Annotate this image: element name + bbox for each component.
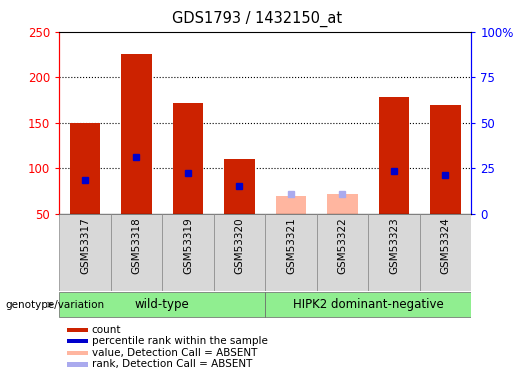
Text: genotype/variation: genotype/variation: [5, 300, 104, 310]
Bar: [420, 214, 471, 291]
Text: wild-type: wild-type: [135, 298, 190, 311]
Text: value, Detection Call = ABSENT: value, Detection Call = ABSENT: [92, 348, 257, 358]
Bar: [327, 194, 358, 214]
Text: percentile rank within the sample: percentile rank within the sample: [92, 336, 267, 346]
Bar: [430, 105, 461, 214]
Text: GSM53318: GSM53318: [131, 217, 142, 274]
Text: GSM53324: GSM53324: [440, 217, 451, 274]
Bar: [173, 103, 203, 214]
Bar: [70, 123, 100, 214]
Bar: [111, 214, 162, 291]
Text: GSM53320: GSM53320: [234, 217, 245, 274]
Bar: [162, 214, 214, 291]
Text: GDS1793 / 1432150_at: GDS1793 / 1432150_at: [173, 11, 342, 27]
Text: GSM53317: GSM53317: [80, 217, 90, 274]
Bar: [67, 328, 88, 332]
Bar: [317, 214, 368, 291]
Bar: [265, 214, 317, 291]
Bar: [379, 98, 409, 214]
Bar: [214, 214, 265, 291]
Text: HIPK2 dominant-negative: HIPK2 dominant-negative: [293, 298, 443, 311]
Text: count: count: [92, 325, 121, 335]
Bar: [121, 54, 152, 214]
Bar: [224, 159, 255, 214]
Bar: [67, 351, 88, 355]
Bar: [67, 339, 88, 343]
Bar: [59, 292, 265, 317]
Text: GSM53322: GSM53322: [337, 217, 348, 274]
Bar: [368, 214, 420, 291]
Bar: [265, 292, 471, 317]
Bar: [276, 196, 306, 214]
Text: GSM53321: GSM53321: [286, 217, 296, 274]
Text: GSM53319: GSM53319: [183, 217, 193, 274]
Bar: [59, 214, 111, 291]
Bar: [67, 362, 88, 367]
Text: GSM53323: GSM53323: [389, 217, 399, 274]
Text: rank, Detection Call = ABSENT: rank, Detection Call = ABSENT: [92, 359, 252, 369]
